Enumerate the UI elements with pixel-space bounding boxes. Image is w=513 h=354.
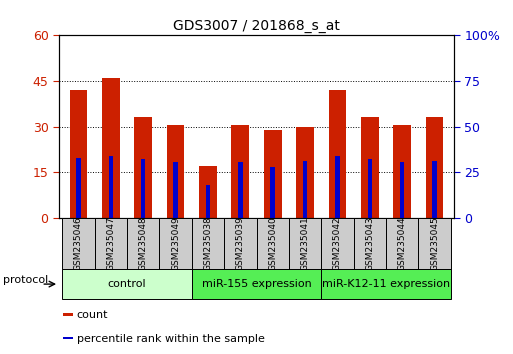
Text: GSM235041: GSM235041 (301, 216, 309, 271)
Text: GSM235038: GSM235038 (204, 216, 212, 271)
Text: GSM235049: GSM235049 (171, 216, 180, 271)
Bar (296, 127, 314, 218)
Bar (63, 337, 73, 339)
Text: GSM235042: GSM235042 (333, 216, 342, 271)
Bar (127, 218, 160, 269)
Bar (94, 218, 127, 269)
Bar (63, 313, 73, 315)
Bar (109, 156, 113, 218)
Text: protocol: protocol (3, 275, 48, 285)
Bar (432, 161, 437, 218)
Text: GSM235040: GSM235040 (268, 216, 277, 271)
Bar (303, 161, 307, 218)
Bar (231, 125, 249, 218)
Text: GSM235039: GSM235039 (236, 216, 245, 271)
Bar (206, 185, 210, 218)
Bar (289, 218, 321, 269)
Text: GSM235043: GSM235043 (365, 216, 374, 271)
Text: GSM235046: GSM235046 (74, 216, 83, 271)
Bar (335, 156, 340, 218)
Bar (368, 159, 372, 218)
Bar (270, 167, 275, 218)
Bar (321, 218, 353, 269)
Bar (62, 269, 192, 299)
Bar (76, 158, 81, 218)
Bar (256, 218, 289, 269)
Bar (192, 218, 224, 269)
Bar (167, 125, 185, 218)
Text: control: control (108, 279, 146, 289)
Text: GSM235045: GSM235045 (430, 216, 439, 271)
Bar (141, 159, 145, 218)
Bar (426, 118, 443, 218)
Bar (224, 218, 256, 269)
Text: miR-155 expression: miR-155 expression (202, 279, 311, 289)
Text: percentile rank within the sample: percentile rank within the sample (77, 333, 265, 343)
Bar (386, 218, 419, 269)
Text: GSM235044: GSM235044 (398, 216, 407, 271)
Text: GSM235047: GSM235047 (106, 216, 115, 271)
Text: GSM235048: GSM235048 (139, 216, 148, 271)
Bar (102, 78, 120, 218)
Bar (264, 130, 282, 218)
Bar (361, 118, 379, 218)
Bar (321, 269, 451, 299)
Bar (134, 118, 152, 218)
Title: GDS3007 / 201868_s_at: GDS3007 / 201868_s_at (173, 19, 340, 33)
Bar (173, 162, 178, 218)
Bar (160, 218, 192, 269)
Bar (419, 218, 451, 269)
Bar (70, 90, 87, 218)
Bar (400, 162, 404, 218)
Bar (328, 90, 346, 218)
Bar (199, 166, 217, 218)
Text: count: count (77, 310, 108, 320)
Bar (353, 218, 386, 269)
Text: miR-K12-11 expression: miR-K12-11 expression (322, 279, 450, 289)
Bar (62, 218, 94, 269)
Bar (238, 162, 243, 218)
Bar (393, 125, 411, 218)
Bar (192, 269, 321, 299)
